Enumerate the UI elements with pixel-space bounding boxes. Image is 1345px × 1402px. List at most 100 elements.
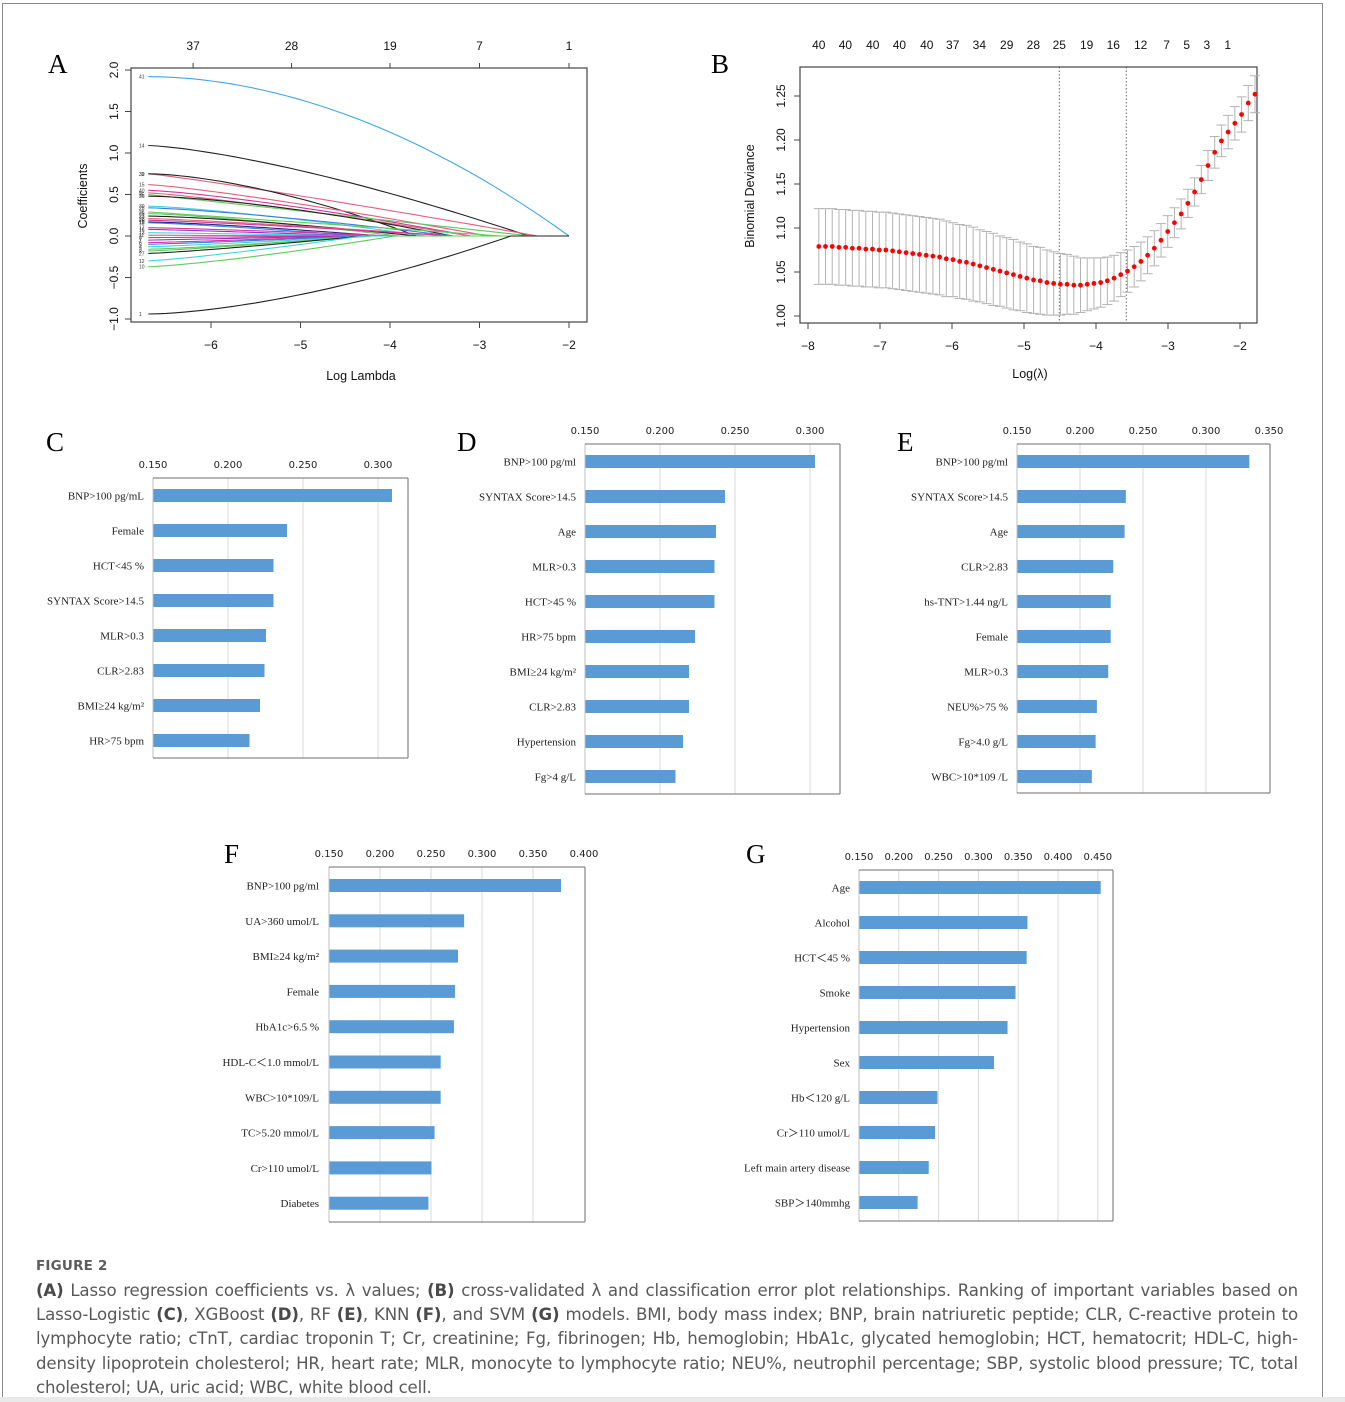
coefficient-path-label: 41: [139, 75, 145, 81]
top-tick-label: 12: [1134, 38, 1148, 52]
caption-panel-ref: (A): [36, 1281, 64, 1300]
importance-bar: [1017, 770, 1092, 783]
category-label: MLR>0.3: [964, 667, 1008, 679]
x-tick-label: −6: [204, 338, 218, 352]
caption-panel-ref: (B): [427, 1281, 455, 1300]
caption-segment: , XGBoost: [183, 1305, 271, 1325]
category-label: BNP>100 pg/ml: [935, 457, 1008, 469]
importance-bar: [153, 524, 287, 537]
coefficient-path-line: [148, 173, 569, 237]
importance-bar: [859, 951, 1027, 964]
category-label: UA>360 umol/L: [245, 916, 319, 928]
x-tick-label: 0.200: [366, 849, 395, 860]
coefficient-path-label: 40: [139, 188, 145, 194]
cv-mean-point: [930, 253, 936, 259]
category-label: HCT>45 %: [525, 597, 576, 609]
cv-mean-point: [937, 254, 942, 260]
top-tick-label: 40: [920, 38, 934, 52]
panel-letter: B: [711, 49, 729, 79]
figure-caption: FIGURE 2 (A) Lasso regression coefficien…: [36, 1258, 1298, 1400]
cv-mean-point: [910, 251, 916, 256]
panel-b-cv-binomial-deviance: B −8 −7 −6 −5 −4 −3 −2 1.00 1.05 1.10 1.15 1.20 1.25 4…: [711, 38, 1260, 381]
importance-bar: [329, 1055, 441, 1069]
cv-mean-point: [1111, 275, 1117, 281]
y-tick-label: −0.5: [107, 265, 121, 289]
category-label: HR>75 bpm: [521, 632, 576, 644]
x-tick-label: −7: [873, 339, 887, 353]
coefficient-path-label: 3: [139, 247, 142, 253]
category-label: TC>5.20 mmol/L: [241, 1128, 319, 1140]
category-label: Age: [832, 883, 850, 895]
panel-a-lasso-coefficient-path: A−6 −5 −4 −3 −237 28 19 7 1−1.0−0.50.00.51.01.52…: [48, 39, 588, 383]
cv-mean-point: [890, 248, 896, 254]
category-label: SYNTAX Score>14.5: [911, 492, 1008, 504]
cv-mean-point: [1078, 282, 1083, 288]
cv-mean-point: [917, 252, 922, 257]
x-tick-label: 0.250: [1129, 426, 1158, 437]
importance-bar: [1017, 525, 1125, 538]
category-label: CLR>2.83: [97, 666, 144, 678]
x-tick-label: −5: [294, 338, 308, 352]
cv-mean-point: [816, 244, 822, 249]
category-label: Hypertension: [517, 737, 577, 749]
coefficient-path-label: 13: [139, 231, 145, 237]
x-tick-label: −8: [801, 339, 815, 353]
coefficient-path-label: 1: [139, 312, 142, 318]
cv-mean-point: [903, 250, 909, 256]
y-axis-title: Coefficients: [76, 163, 90, 228]
category-label: Hypertension: [791, 1023, 851, 1035]
category-label: SYNTAX Score>14.5: [479, 492, 576, 504]
cv-mean-point: [1064, 281, 1070, 287]
x-tick-label: 0.250: [721, 426, 750, 437]
top-tick-label: 34: [973, 38, 987, 52]
panel-e-rf-importance: E 0.150 0.200 0.250 0.300 0.350 BNP>100 pg/ml S…: [897, 426, 1284, 794]
top-tick-label: 25: [1053, 38, 1067, 52]
y-tick-label: 1.05: [774, 260, 788, 284]
cv-mean-point: [1044, 280, 1050, 285]
coefficient-path-line: [148, 235, 569, 262]
category-label: Sex: [834, 1058, 851, 1070]
coefficient-path-label: 18: [139, 221, 145, 227]
cv-mean-point: [843, 244, 849, 250]
cv-mean-point: [1031, 277, 1036, 283]
coefficient-path-label: 19: [139, 220, 145, 226]
importance-bar: [1017, 630, 1111, 643]
coefficient-path-line: [148, 235, 569, 245]
category-label: Age: [990, 527, 1008, 539]
importance-bar: [585, 630, 695, 643]
category-label: BNP>100 pg/ml: [246, 881, 319, 893]
coefficient-path-label: 11: [139, 233, 144, 239]
x-tick-label: 0.350: [1255, 426, 1284, 437]
importance-bar: [153, 594, 274, 607]
cv-mean-point: [990, 266, 996, 272]
importance-bar: [1017, 700, 1097, 713]
x-tick-label: −4: [1089, 339, 1103, 353]
x-tick-label: 0.200: [884, 852, 913, 863]
cv-mean-point: [1084, 281, 1090, 287]
caption-segment: , and SVM: [441, 1305, 532, 1325]
x-tick-label: −3: [473, 338, 487, 352]
coefficient-path-label: 36: [139, 194, 145, 200]
coefficient-path-line: [148, 211, 569, 237]
top-tick-label: 28: [1027, 38, 1041, 52]
cv-mean-point: [1158, 237, 1164, 243]
cv-mean-point: [943, 256, 949, 262]
category-label: Age: [558, 527, 576, 539]
top-tick-label: 7: [1163, 38, 1170, 52]
coefficient-path-label: 17: [139, 226, 145, 232]
category-label: Fg>4.0 g/L: [958, 737, 1008, 749]
cv-mean-point: [957, 259, 963, 264]
x-tick-label: 0.150: [315, 849, 344, 860]
panel-g-svm-importance: G 0.150 0.200 0.250 0.300 0.350 0.400 0.450 Age A…: [744, 839, 1114, 1222]
cv-mean-point: [829, 244, 835, 249]
top-tick-label: 16: [1107, 38, 1121, 52]
importance-bar: [859, 881, 1101, 894]
x-tick-label: 0.350: [519, 849, 548, 860]
coefficient-path-line: [148, 235, 569, 268]
importance-bar: [585, 665, 689, 678]
category-label: WBC>10*109/L: [245, 1092, 319, 1104]
x-tick-label: 0.300: [364, 460, 393, 471]
caption-panel-ref: (E): [336, 1305, 363, 1325]
importance-bar: [585, 455, 815, 468]
x-tick-label: 0.300: [796, 426, 825, 437]
